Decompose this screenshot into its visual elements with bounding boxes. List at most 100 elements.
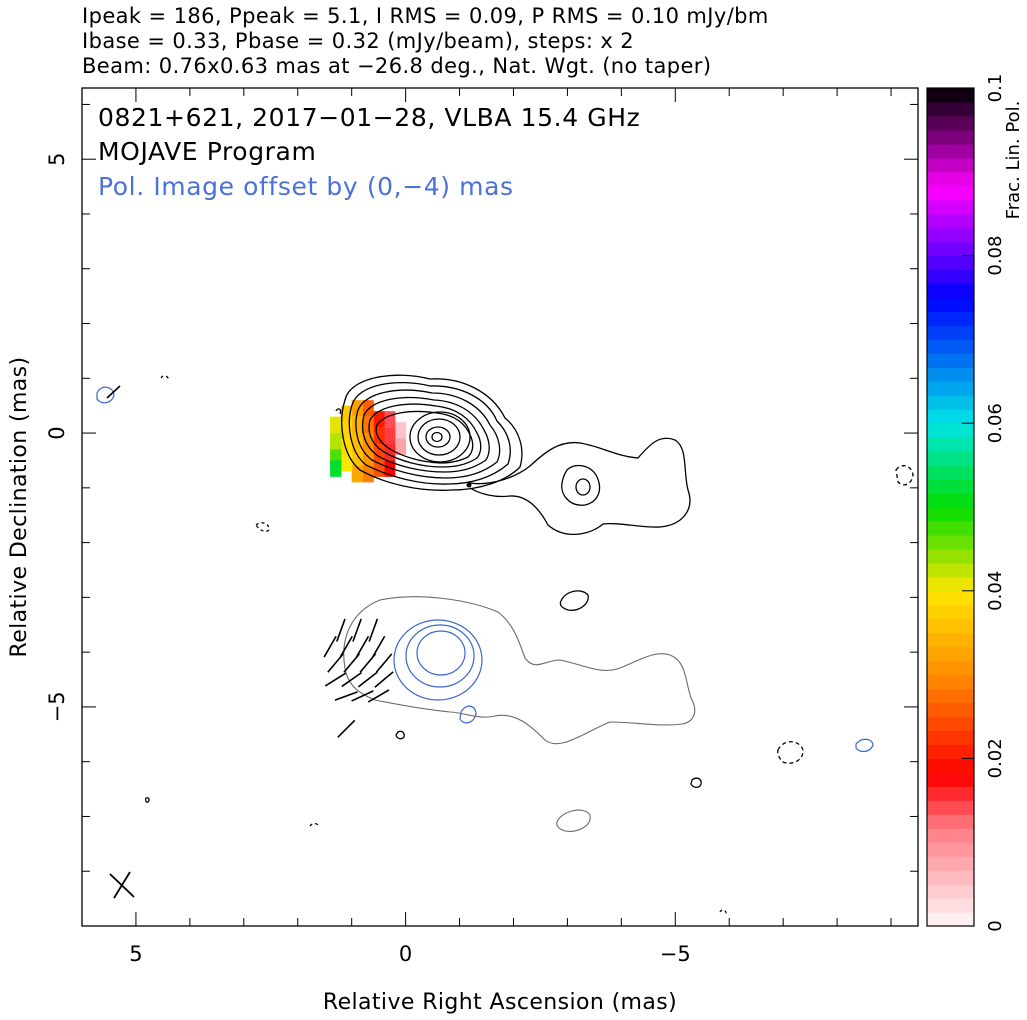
colorbar-band xyxy=(927,283,974,299)
colorbar-band xyxy=(927,437,974,452)
stokes-i-jet-contours xyxy=(144,375,914,916)
contour-level-8 xyxy=(417,418,461,456)
evpa-vector xyxy=(355,635,370,658)
colorbar-band xyxy=(927,269,974,285)
colorbar-band xyxy=(927,884,974,899)
evpa-vector xyxy=(375,653,393,673)
contour-blob xyxy=(559,590,589,611)
jet-knot-contour xyxy=(561,464,601,506)
colorbar-band xyxy=(927,548,974,564)
colorbar-band xyxy=(927,129,974,145)
colorbar-band xyxy=(927,297,974,313)
colorbar-band xyxy=(927,632,974,648)
fpol-pixel xyxy=(362,449,374,466)
colorbar-band xyxy=(927,367,974,382)
contour-level-1 xyxy=(341,374,523,491)
fpol-pixel xyxy=(340,422,353,439)
colorbar-band xyxy=(927,898,974,913)
contour-level-10 xyxy=(431,431,443,443)
fpol-pixel xyxy=(384,460,396,477)
fpol-pixel xyxy=(384,411,396,428)
evpa-vector xyxy=(106,385,121,399)
colorbar-tick-label: 0.06 xyxy=(985,403,1006,443)
colorbar-band xyxy=(927,199,974,215)
plot-title-program: MOJAVE Program xyxy=(98,137,316,166)
fpol-pixel xyxy=(340,405,353,423)
colorbar-band xyxy=(927,409,974,424)
colorbar-band xyxy=(927,800,974,815)
pol-contour-level-3 xyxy=(416,630,466,676)
colorbar-band xyxy=(927,758,974,773)
evpa-vector xyxy=(357,671,378,688)
colorbar-tick-label: 0.02 xyxy=(985,738,1006,778)
contour-blob-dashed xyxy=(160,375,170,381)
offset-stokes-i-contours xyxy=(343,596,696,832)
pol-contour-level-2 xyxy=(405,624,475,688)
colorbar-band xyxy=(927,451,974,466)
colorbar-band xyxy=(927,507,974,522)
colorbar-band xyxy=(927,157,974,173)
colorbar-label: Frac. Lin. Pol. xyxy=(1003,101,1024,220)
header-line-1: Ipeak = 186, Ppeak = 5.1, I RMS = 0.09, … xyxy=(82,4,769,28)
colorbar-ticks: 0 0.02 0.04 0.06 0.08 0.1 xyxy=(962,74,1006,932)
fpol-pixel xyxy=(362,400,374,417)
colorbar-band xyxy=(927,618,974,634)
colorbar-band xyxy=(927,912,974,927)
evpa-vector xyxy=(323,635,337,658)
contour-level-7 xyxy=(409,411,471,463)
colorbar-tick-label: 0 xyxy=(985,920,1006,931)
colorbar-band xyxy=(927,353,974,368)
polarized-intensity-contours xyxy=(96,386,874,752)
contour-layer xyxy=(96,374,914,916)
plot-title-source: 0821+621, 2017−01−28, VLBA 15.4 GHz xyxy=(98,103,640,132)
axis-tick-labels: 5 0 −5 5 0 −5 xyxy=(45,153,691,966)
evpa-vector xyxy=(327,653,344,673)
header-line-3: Beam: 0.76x0.63 mas at −26.8 deg., Nat. … xyxy=(82,54,712,78)
colorbar-band xyxy=(927,88,974,103)
plot-frame xyxy=(81,87,919,927)
colorbar-band xyxy=(927,381,974,396)
x-tick-label: 5 xyxy=(129,942,142,966)
colorbar-band xyxy=(927,688,974,704)
colorbar-band xyxy=(927,520,974,536)
contour-blob xyxy=(335,408,342,415)
evpa-vector xyxy=(367,689,390,703)
colorbar-band xyxy=(927,213,974,229)
colorbar-band xyxy=(927,171,974,187)
colorbar-band xyxy=(927,395,974,410)
y-axis-label: Relative Declination (mas) xyxy=(7,356,32,657)
colorbar-band xyxy=(927,227,974,243)
colorbar-band xyxy=(927,339,974,354)
evpa-vector xyxy=(371,635,386,658)
fpol-pixel xyxy=(351,400,364,417)
colorbar-band xyxy=(927,576,974,592)
colorbar-band xyxy=(927,772,974,787)
x-tick-label: 0 xyxy=(399,942,412,966)
x-axis-label: Relative Right Ascension (mas) xyxy=(323,990,677,1015)
pol-contour-blob xyxy=(855,738,874,752)
fpol-pixel xyxy=(330,460,342,477)
colorbar-band xyxy=(927,604,974,620)
colorbar-band xyxy=(927,465,974,480)
colorbar-tick-label: 0.04 xyxy=(985,571,1006,611)
colorbar xyxy=(927,88,974,927)
y-tick-label: −5 xyxy=(45,691,69,722)
fpol-pixel xyxy=(330,433,342,450)
y-tick-label: 0 xyxy=(45,426,69,439)
fpol-pixel xyxy=(340,438,353,455)
colorbar-band xyxy=(927,590,974,606)
colorbar-band xyxy=(927,115,974,131)
evpa-vector xyxy=(341,671,362,688)
colorbar-band xyxy=(927,311,974,327)
colorbar-band xyxy=(927,101,974,117)
contour-blob xyxy=(395,730,405,740)
colorbar-band xyxy=(927,730,974,746)
jet-knot-inner-contour xyxy=(575,478,591,496)
contour-level-2 xyxy=(348,381,511,485)
fpol-pixel xyxy=(362,416,374,434)
colorbar-band xyxy=(927,255,974,271)
fpol-pixel xyxy=(394,422,407,439)
fpol-pixel xyxy=(373,411,385,428)
jet-component-marker xyxy=(466,482,472,488)
colorbar-band xyxy=(927,660,974,676)
